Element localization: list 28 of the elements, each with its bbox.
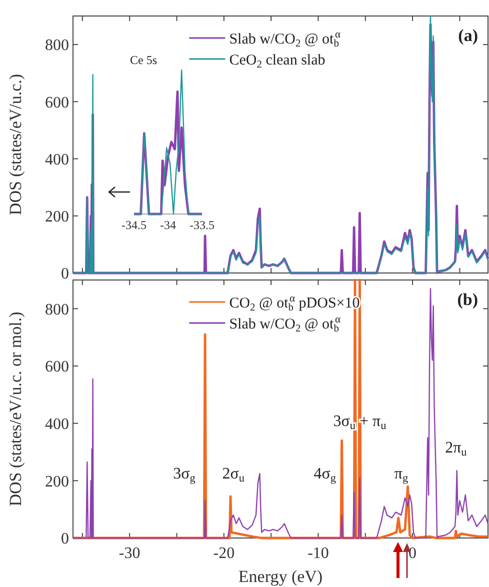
- annotation: 2σ$_{u}$: [222, 466, 245, 484]
- x-tick-label: -34.5: [122, 218, 146, 232]
- x-tick-label: -30: [118, 545, 140, 562]
- annotation: Ce 5s: [130, 53, 158, 67]
- x-tick-label: -34: [160, 218, 176, 232]
- x-tick-label: -33.5: [190, 218, 214, 232]
- y-tick-label: 400: [45, 416, 69, 433]
- y-axis-title: DOS (states/eV/u.c. or mol.): [6, 312, 25, 506]
- y-tick-label: 0: [61, 530, 69, 548]
- y-tick-label: 200: [45, 473, 69, 490]
- legend-label: CeO$_{2}$ clean slab: [229, 52, 326, 70]
- y-tick-label: 0: [61, 266, 69, 283]
- annotation: (b): [457, 290, 478, 309]
- y-tick-label: 400: [45, 151, 69, 168]
- y-tick-label: 800: [45, 37, 69, 54]
- y-tick-label: 600: [45, 358, 69, 376]
- annotation: π$_{g}$: [394, 466, 408, 484]
- annotation: 3σ$_{g}$: [173, 466, 196, 484]
- y-tick-label: 200: [45, 208, 69, 226]
- y-axis-title: DOS (states/eV/u.c.): [6, 74, 25, 216]
- y-tick-label: 600: [45, 94, 69, 112]
- x-axis-title: Energy (eV): [238, 567, 323, 586]
- annotation: 2π$_{u}$: [445, 439, 468, 458]
- annotation: (a): [458, 26, 478, 45]
- x-tick-label: -20: [213, 545, 235, 562]
- x-tick-label: -10: [308, 545, 329, 562]
- annotation: 4σ$_{g}$: [314, 466, 336, 484]
- y-tick-label: 800: [45, 301, 69, 318]
